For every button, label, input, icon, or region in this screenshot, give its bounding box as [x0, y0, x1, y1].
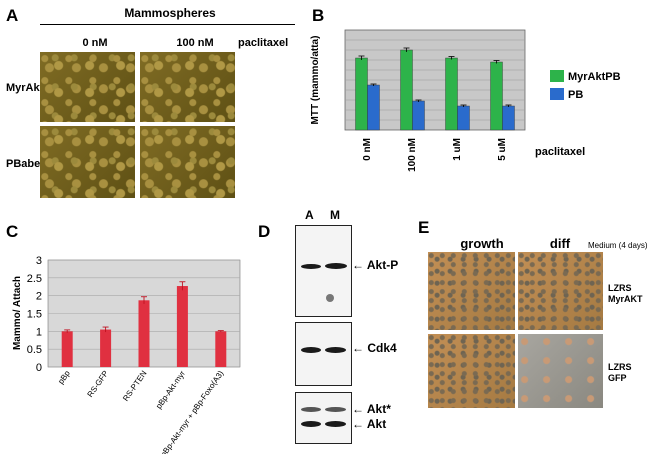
band-akt-p-label: Akt-P: [366, 258, 399, 272]
chart-b-bar: [457, 105, 470, 131]
micrograph-myrakt-100nm: [140, 52, 235, 122]
blot-cdk4: [295, 322, 352, 386]
chart-b-bar: [355, 57, 368, 131]
chart-b-bar: [412, 100, 425, 131]
band-akt: ← Akt: [352, 417, 387, 431]
chart-b-bar: [367, 84, 380, 131]
chart-b-bars: [355, 47, 515, 131]
chart-c-y-tick: 2.5: [27, 273, 42, 285]
micrograph-myrakt-0nm: [40, 52, 135, 122]
panel-a-header-rule: [40, 24, 295, 25]
band-cdk4: ← Cdk4: [352, 341, 397, 355]
panel-a-col-100nm: 100 nM: [176, 37, 214, 49]
panel-d-letter: D: [258, 222, 271, 241]
lane-m-label: M: [330, 208, 340, 222]
panel-c-letter: C: [6, 222, 19, 241]
chart-c-bars: [61, 281, 227, 367]
chart-c-bar: [138, 300, 150, 367]
micrograph-pbabe-100nm: [140, 126, 235, 198]
chart-c-x-tick: RS-PTEN: [121, 369, 149, 403]
chart-b-tick-labels: 0 nM 100 nM 1 uM 5 uM: [362, 138, 508, 172]
chart-c-y-tick-labels: 0 0.5 1 1.5 2 2.5 3: [27, 255, 42, 374]
blot-akt: [295, 392, 352, 444]
panel-e-row-gfp-line1: LZRS: [608, 362, 632, 372]
panel-e-row-myrakt-line2: MyrAKT: [608, 294, 643, 304]
chart-c: 00.511.522.53 pBp RS-GFP RS-PTEN pBp-Akt-my…: [12, 255, 241, 454]
panel-e-row-gfp: LZRS GFP: [608, 362, 632, 384]
panel-e-row-gfp-line2: GFP: [608, 373, 627, 383]
chart-c-bar: [176, 286, 188, 367]
chart-c-y-tick: 0: [36, 362, 42, 374]
chart-b-x-tick: 100 nM: [407, 138, 418, 172]
panel-b-letter: B: [312, 6, 325, 25]
band-akt-star: ← Akt*: [352, 402, 391, 416]
chart-b-legend-pb: PB: [568, 89, 583, 101]
chart-b-xlabel: paclitaxel: [535, 146, 585, 158]
micrograph-gfp-growth: [428, 334, 515, 408]
band-cdk4-label: Cdk4: [367, 341, 397, 355]
micrograph-pbabe-0nm: [40, 126, 135, 198]
chart-b-bar: [400, 49, 413, 131]
panel-a-header: Mammospheres: [124, 6, 216, 20]
band-akt-p: ← Akt-P: [352, 258, 399, 272]
panel-a-row-pbabe: PBabe: [6, 158, 41, 170]
chart-c-x-tick: pBp-Akt-myr + pBp-Foxo(A3): [159, 369, 226, 454]
chart-b-legend-swatch-pb: [550, 88, 564, 100]
panel-e-letter: E: [418, 218, 430, 237]
chart-c-bar: [100, 329, 112, 367]
panel-e-medium: Medium (4 days): [588, 241, 648, 250]
chart-b-legend-swatch-myraktpb: [550, 70, 564, 82]
chart-b-x-tick: 0 nM: [362, 138, 373, 161]
chart-b-x-tick: 5 uM: [497, 138, 508, 161]
chart-b-bar: [490, 61, 503, 131]
chart-c-bar: [61, 331, 73, 367]
chart-c-x-tick: RS-GFP: [86, 369, 111, 399]
panel-e-row-myrakt-line1: LZRS: [608, 283, 632, 293]
chart-b-legend-myraktpb: MyrAktPB: [568, 71, 621, 83]
chart-c-ylabel: Mammo/ Attach: [12, 276, 23, 350]
chart-c-y-tick: 0.5: [27, 344, 42, 356]
chart-c-bar: [215, 331, 227, 367]
chart-b-x-tick: 1 uM: [452, 138, 463, 161]
panel-e-row-myrakt: LZRS MyrAKT: [608, 283, 643, 305]
micrograph-gfp-diff: [518, 334, 603, 408]
chart-c-y-tick: 1: [36, 326, 42, 338]
blot-akt-p: [295, 225, 352, 317]
chart-c-y-tick: 3: [36, 255, 42, 267]
chart-c-x-tick: pBp: [56, 369, 72, 386]
micrograph-myrakt-diff: [518, 252, 603, 330]
chart-b-bar: [445, 57, 458, 131]
chart-c-x-tick: pBp-Akt-myr: [154, 369, 187, 411]
micrograph-myrakt-growth: [428, 252, 515, 330]
panel-a-letter: A: [6, 6, 19, 25]
chart-b-ylabel: MTT (mammo/atta): [310, 36, 321, 125]
chart-c-y-tick: 2: [36, 291, 42, 303]
chart-b-bar: [502, 105, 515, 131]
panel-e-col-growth: growth: [460, 236, 504, 251]
chart-c-y-tick: 1.5: [27, 309, 42, 321]
band-akt-label: Akt: [366, 417, 387, 431]
chart-b: 0 nM 100 nM 1 uM 5 uM MTT (mammo/atta) pacl…: [310, 29, 621, 172]
lane-a-label: A: [305, 208, 314, 222]
panel-a-treatment: paclitaxel: [238, 37, 289, 49]
panel-a-col-0nm: 0 nM: [82, 37, 108, 49]
panel-e-col-diff: diff: [549, 236, 571, 251]
band-akt-star-label: Akt*: [366, 402, 391, 416]
panel-a-row-myrakt: MyrAkt: [6, 82, 44, 94]
